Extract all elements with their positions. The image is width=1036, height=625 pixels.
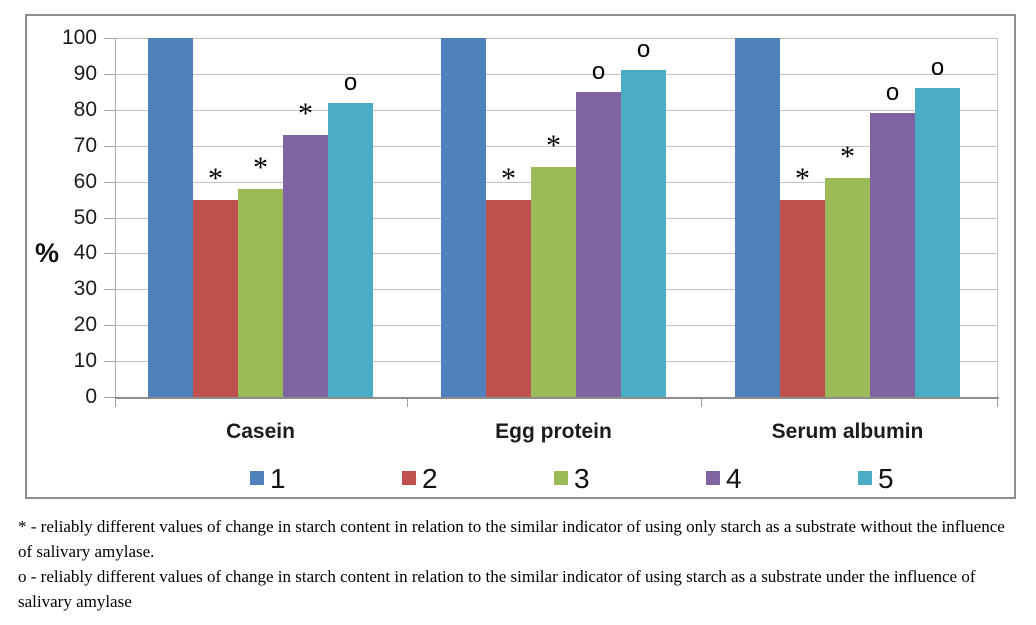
gridline — [115, 38, 997, 39]
star-marker-2-egg-protein: * — [501, 161, 516, 195]
legend-swatch-2 — [402, 471, 416, 485]
bar-3-casein — [238, 188, 283, 397]
x-tick — [407, 399, 408, 407]
legend-swatch-1 — [250, 471, 264, 485]
plot-right-border — [997, 38, 998, 397]
star-marker-4-casein: * — [298, 96, 313, 130]
y-tick — [104, 397, 115, 398]
y-tick — [104, 145, 115, 147]
star-marker-2-serum-albumin: * — [795, 161, 810, 195]
y-tick — [104, 73, 115, 75]
bar-2-serum-albumin — [780, 199, 825, 397]
y-tick-label: 90 — [73, 61, 97, 85]
legend-label-1: 1 — [270, 463, 286, 494]
bar-3-serum-albumin — [825, 178, 870, 397]
bar-4-egg-protein — [576, 91, 621, 397]
y-tick — [104, 38, 115, 39]
y-tick-label: 20 — [73, 313, 97, 337]
y-tick — [104, 253, 115, 255]
category-label-casein: Casein — [226, 420, 295, 443]
x-tick — [115, 399, 116, 407]
footnote-o: o - reliably different values of change … — [18, 567, 976, 611]
star-marker-3-serum-albumin: * — [840, 140, 855, 173]
o-marker-4-egg-protein: o — [591, 57, 606, 85]
x-tick — [997, 399, 998, 407]
legend-label-5: 5 — [878, 463, 894, 494]
y-tick-label: 100 — [61, 26, 97, 49]
o-marker-5-serum-albumin: o — [930, 54, 945, 82]
footnote-star: * - reliably different values of change … — [18, 517, 1005, 561]
o-marker-4-serum-albumin: o — [885, 79, 900, 107]
bar-1-casein — [148, 38, 193, 397]
legend-swatch-4 — [706, 471, 720, 485]
bar-5-serum-albumin — [915, 88, 960, 397]
star-marker-2-casein: * — [208, 161, 223, 195]
y-tick-label: 60 — [73, 169, 97, 193]
y-tick-label: 50 — [73, 205, 97, 229]
y-tick — [104, 361, 115, 363]
bar-4-casein — [283, 134, 328, 397]
bar-4-serum-albumin — [870, 113, 915, 397]
y-tick-label: 30 — [73, 277, 97, 301]
x-tick — [700, 399, 702, 407]
bar-1-egg-protein — [441, 38, 486, 397]
y-tick-label: 10 — [73, 349, 97, 373]
gridline — [115, 145, 997, 147]
bar-5-egg-protein — [621, 70, 666, 397]
legend-label-3: 3 — [574, 463, 590, 494]
category-label-serum-albumin: Serum albumin — [771, 420, 924, 443]
bar-2-egg-protein — [486, 199, 531, 397]
star-marker-3-egg-protein: * — [546, 129, 561, 163]
y-tick-label: 40 — [73, 241, 97, 265]
star-marker-3-casein: * — [253, 150, 268, 184]
legend-label-2: 2 — [422, 463, 438, 494]
y-tick — [104, 325, 115, 327]
y-axis-line — [115, 38, 116, 399]
gridline — [115, 109, 997, 111]
legend-label-4: 4 — [726, 463, 742, 494]
category-label-egg-protein: Egg protein — [495, 420, 612, 443]
y-tick — [104, 109, 115, 111]
y-axis-title: % — [35, 238, 60, 268]
y-tick-label: 80 — [73, 97, 97, 121]
o-marker-5-casein: o — [343, 68, 358, 96]
legend-swatch-5 — [858, 471, 872, 485]
bar-5-casein — [328, 102, 373, 397]
o-marker-5-egg-protein: o — [636, 36, 651, 64]
footnotes: * - reliably different values of change … — [18, 514, 1023, 614]
y-tick-label: 70 — [73, 133, 97, 157]
y-tick — [104, 289, 115, 291]
x-axis-line — [115, 397, 999, 399]
bar-2-casein — [193, 199, 238, 397]
bar-3-egg-protein — [531, 167, 576, 397]
y-tick — [104, 181, 115, 183]
legend-swatch-3 — [554, 471, 568, 485]
y-tick-label: 0 — [85, 385, 97, 408]
bar-1-serum-albumin — [735, 38, 780, 397]
y-tick — [104, 217, 115, 219]
gridline — [115, 73, 997, 75]
